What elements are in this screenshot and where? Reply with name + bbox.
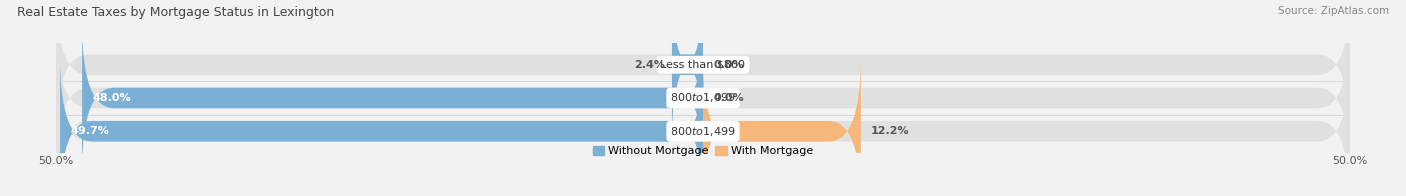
Text: $800 to $1,499: $800 to $1,499	[671, 92, 735, 104]
Text: $800 to $1,499: $800 to $1,499	[671, 125, 735, 138]
FancyBboxPatch shape	[56, 25, 1350, 171]
Text: Source: ZipAtlas.com: Source: ZipAtlas.com	[1278, 6, 1389, 16]
Text: 12.2%: 12.2%	[872, 126, 910, 136]
Text: 48.0%: 48.0%	[93, 93, 131, 103]
FancyBboxPatch shape	[60, 58, 703, 196]
FancyBboxPatch shape	[56, 0, 1350, 138]
FancyBboxPatch shape	[56, 58, 1350, 196]
FancyBboxPatch shape	[703, 58, 860, 196]
Text: 49.7%: 49.7%	[70, 126, 110, 136]
Text: 0.0%: 0.0%	[713, 93, 744, 103]
Text: Less than $800: Less than $800	[661, 60, 745, 70]
FancyBboxPatch shape	[671, 0, 704, 138]
Text: 2.4%: 2.4%	[634, 60, 665, 70]
Text: 0.0%: 0.0%	[713, 60, 744, 70]
FancyBboxPatch shape	[82, 25, 703, 171]
Legend: Without Mortgage, With Mortgage: Without Mortgage, With Mortgage	[588, 141, 818, 161]
Text: Real Estate Taxes by Mortgage Status in Lexington: Real Estate Taxes by Mortgage Status in …	[17, 6, 335, 19]
